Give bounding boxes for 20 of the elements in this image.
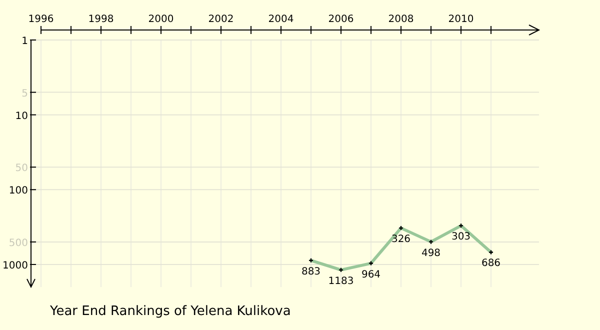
x-tick-label: 2006 [328, 14, 354, 25]
x-tick-label: 1996 [28, 14, 54, 25]
x-tick-label: 2008 [388, 14, 414, 25]
y-tick-label: 10 [15, 110, 28, 122]
x-tick-label: 2010 [448, 14, 474, 25]
data-label: 303 [451, 232, 471, 243]
text: Year End Rankings of Yelena Kulikova [49, 304, 291, 319]
x-tick-label: 2002 [208, 14, 234, 25]
data-label: 883 [301, 266, 321, 278]
data-label: 326 [391, 234, 411, 246]
x-tick-label: 1998 [88, 14, 114, 25]
y-tick-label: 1000 [2, 260, 28, 272]
y-tick-label: 100 [8, 186, 28, 197]
data-label: 498 [421, 248, 441, 259]
data-label: 686 [481, 258, 501, 270]
x-tick-label: 2000 [148, 14, 174, 25]
y-tick-label: 1 [22, 36, 28, 47]
x-tick-label: 2004 [268, 14, 294, 25]
data-label: 1183 [328, 276, 354, 287]
data-label: 964 [361, 269, 381, 280]
